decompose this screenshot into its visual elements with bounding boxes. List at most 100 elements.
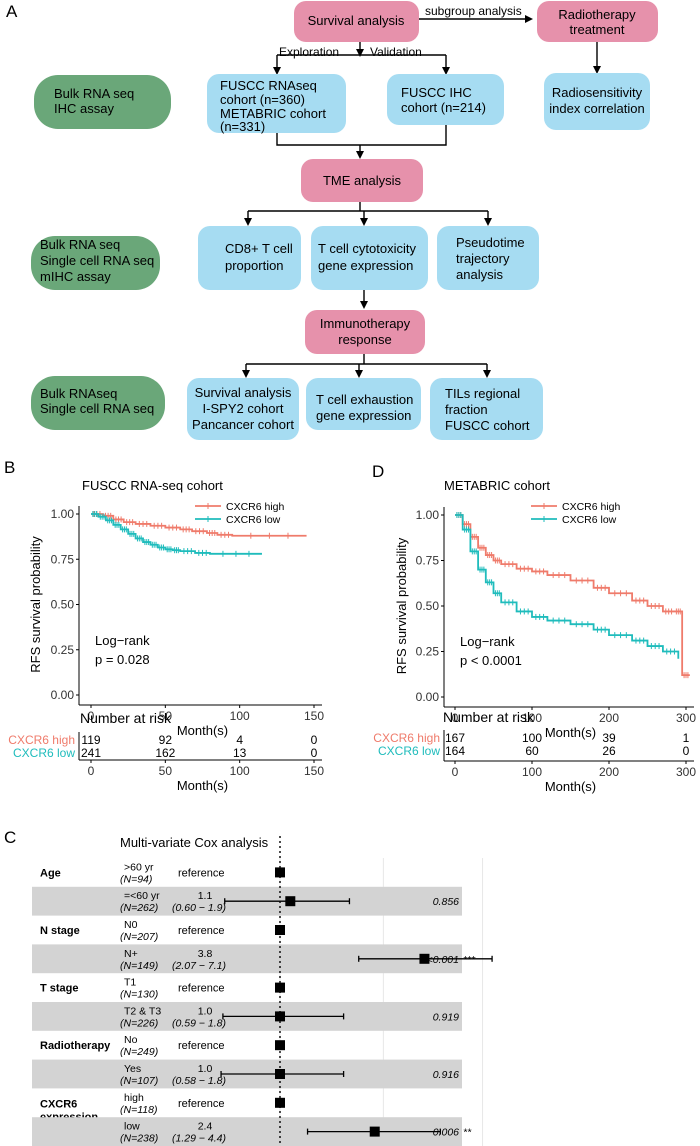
ci-text: (0.60 − 1.9)	[172, 902, 226, 914]
forest-title: Multi-variate Cox analysis	[120, 835, 269, 850]
svg-text:Bulk RNA seq: Bulk RNA seq	[40, 237, 120, 252]
cytotoxicity-box: T cell cytotoxicity gene expression	[311, 226, 428, 290]
hr-point	[419, 953, 430, 964]
hr-value: 2.4	[198, 1121, 213, 1133]
x-tick-label: 100	[230, 709, 250, 723]
svg-text:analysis: analysis	[456, 267, 503, 282]
variable-label: T stage	[40, 983, 79, 995]
level-label: No	[124, 1034, 138, 1046]
risk-x-tick-label: 100	[522, 765, 542, 779]
p-value: 0.919	[433, 1011, 459, 1023]
ci-text: (0.58 − 1.8)	[172, 1075, 226, 1087]
hr-value: 1.1	[198, 890, 213, 902]
svg-text:trajectory: trajectory	[456, 251, 510, 266]
survival-curve	[455, 514, 680, 659]
risk-count: 119	[81, 733, 100, 747]
exploration-label: Exploration	[279, 45, 339, 59]
risk-count: 92	[159, 733, 173, 747]
panel-letter-d: D	[372, 462, 384, 481]
validation-label: Validation	[370, 45, 422, 59]
ci-text: (0.59 − 1.8)	[172, 1017, 226, 1029]
svg-text:TILs regional: TILs regional	[445, 386, 520, 401]
x-tick-label: 150	[304, 709, 324, 723]
legend-label: CXCR6 high	[562, 501, 621, 513]
risk-count: 164	[445, 744, 465, 758]
level-label: T2 & T3	[124, 1005, 161, 1017]
n-label: (N=238)	[120, 1133, 158, 1145]
svg-text:IHC assay: IHC assay	[54, 101, 114, 116]
risk-count: 60	[525, 744, 539, 758]
variable-label: Radiotherapy	[40, 1040, 111, 1052]
variable-label: N stage	[40, 925, 80, 937]
panel-c: C Multi-variate Cox analysis Age >60 yr(N…	[4, 828, 493, 1146]
risk-x-tick-label: 300	[676, 765, 696, 779]
svg-text:Bulk RNA seq: Bulk RNA seq	[54, 86, 134, 101]
risk-x-tick-label: 100	[230, 764, 250, 778]
logrank-label-d: Log−rank	[460, 634, 515, 649]
x-tick-label: 200	[599, 711, 619, 725]
variable-label: CXCR6	[40, 1098, 77, 1110]
risk-count: 162	[155, 746, 175, 760]
svg-text:Pancancer cohort: Pancancer cohort	[192, 417, 294, 432]
immunotherapy-box: Immunotherapy response	[305, 310, 425, 354]
reference-label: reference	[178, 925, 224, 937]
y-tick-label: 1.00	[51, 507, 75, 521]
n-label: (N=107)	[120, 1075, 158, 1087]
x-tick-label: 100	[522, 711, 542, 725]
panel-d: D METABRIC cohort 0.000.250.500.751.000 1…	[372, 462, 696, 794]
hr-point	[275, 1069, 285, 1079]
hr-point	[275, 925, 285, 935]
risk-count: 1	[683, 731, 690, 745]
y-tick-label: 0.25	[416, 645, 440, 659]
risk-row-label: CXCR6 high	[373, 731, 440, 745]
risk-count: 26	[602, 744, 616, 758]
n-label: (N=226)	[120, 1017, 158, 1029]
svg-text:Survival analysis: Survival analysis	[308, 13, 405, 28]
x-axis-title: Month(s)	[177, 723, 228, 738]
level-label: N0	[124, 919, 138, 931]
n-label: (N=94)	[120, 873, 152, 885]
p-value: 0.006	[433, 1127, 459, 1139]
svg-text:T cell cytotoxicity: T cell cytotoxicity	[318, 241, 417, 256]
n-label: (N=262)	[120, 902, 158, 914]
x-axis-title: Month(s)	[545, 725, 596, 740]
pseudotime-box: Pseudotime trajectory analysis	[437, 226, 539, 290]
risk-count: 39	[602, 731, 616, 745]
panel-letter-a: A	[6, 2, 18, 21]
pvalue-d: p < 0.0001	[460, 653, 522, 668]
survival-analysis-box: Survival analysis	[294, 1, 419, 42]
n-label: (N=249)	[120, 1046, 158, 1058]
level-label: =<60 yr	[124, 890, 160, 902]
km-plot-d: 0.000.250.500.751.000 100 200 300Month(s)RF…	[373, 501, 696, 794]
panel-a: A subgroup analysis Exploration Valida	[6, 1, 658, 440]
risk-count: 13	[233, 746, 247, 760]
y-axis-title: RFS survival probability	[394, 537, 409, 674]
level-label: low	[124, 1121, 140, 1133]
p-value: 0.856	[433, 896, 459, 908]
level-label: >60 yr	[124, 861, 154, 873]
fuscc-ihc-box: FUSCC IHC cohort (n=214)	[387, 74, 504, 125]
panel-letter-c: C	[4, 828, 16, 847]
svg-text:Bulk RNAseq: Bulk RNAseq	[40, 386, 117, 401]
svg-text:gene expression: gene expression	[318, 258, 413, 273]
reference-label: reference	[178, 983, 224, 995]
fuscc-rnaseq-box: FUSCC RNAseq cohort (n=360) METABRIC coh…	[207, 74, 346, 134]
x-tick-label: 50	[159, 709, 173, 723]
hr-point	[275, 1040, 285, 1051]
subgroup-label: subgroup analysis	[425, 4, 522, 18]
risk-count: 0	[683, 744, 690, 758]
risk-count: 167	[445, 731, 465, 745]
pvalue-b: p = 0.028	[95, 652, 150, 667]
y-tick-label: 0.00	[51, 688, 75, 702]
n-label: (N=149)	[120, 960, 158, 972]
svg-text:Single cell RNA seq: Single cell RNA seq	[40, 253, 154, 268]
logrank-label-b: Log−rank	[95, 633, 150, 648]
svg-text:mIHC assay: mIHC assay	[40, 269, 111, 284]
svg-text:cohort (n=360): cohort (n=360)	[220, 92, 305, 107]
risk-x-tick-label: 150	[304, 764, 324, 778]
reference-label: reference	[178, 1040, 224, 1052]
svg-text:TME analysis: TME analysis	[323, 173, 402, 188]
km-plot-b: 0.00 0.25 0.50 0.75 1.00 0 50 100 150 Month(s) RFS…	[8, 501, 324, 793]
y-axis-title: RFS survival probability	[28, 536, 43, 673]
svg-text:METABRIC cohort: METABRIC cohort	[220, 106, 326, 121]
